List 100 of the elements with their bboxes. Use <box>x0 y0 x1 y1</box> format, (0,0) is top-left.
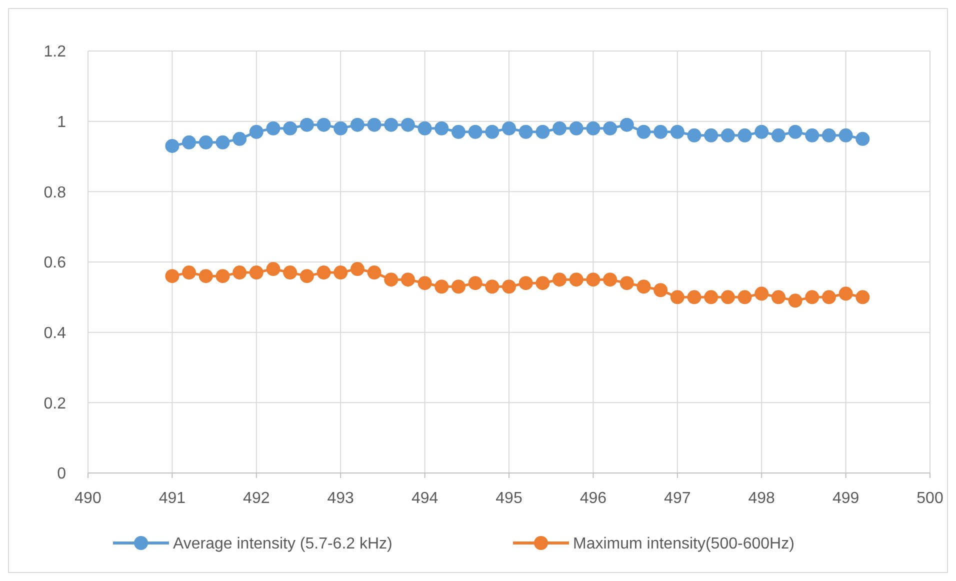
point <box>367 266 382 280</box>
point <box>232 132 247 146</box>
point <box>788 124 802 139</box>
point <box>720 290 735 304</box>
y-tick-label: 0.6 <box>44 254 66 272</box>
point <box>300 269 314 284</box>
point <box>620 118 634 132</box>
point <box>738 128 752 142</box>
point <box>569 121 584 136</box>
point <box>856 290 870 304</box>
point <box>822 290 836 304</box>
legend-label: Average intensity (5.7-6.2 kHz) <box>173 536 392 553</box>
y-tick-label: 1 <box>57 114 66 131</box>
x-tick-label: 492 <box>243 490 270 507</box>
point <box>468 124 482 139</box>
point <box>738 290 752 304</box>
point <box>266 121 280 136</box>
point <box>822 128 836 142</box>
point <box>620 276 634 290</box>
point <box>232 266 247 280</box>
x-tick-label: 498 <box>748 490 776 507</box>
point <box>687 290 702 304</box>
point <box>198 135 213 150</box>
point <box>300 118 314 132</box>
point <box>384 272 398 287</box>
point <box>720 128 735 142</box>
point <box>182 266 196 280</box>
y-tick-label: 1.2 <box>44 44 66 61</box>
x-tick-label: 497 <box>664 490 691 507</box>
point <box>216 269 230 284</box>
point <box>518 276 533 290</box>
point <box>434 280 449 294</box>
point <box>603 121 618 136</box>
point <box>418 276 432 290</box>
y-tick-label: 0.8 <box>44 184 66 202</box>
point <box>536 124 550 139</box>
point <box>603 272 618 287</box>
point <box>384 118 398 132</box>
point <box>283 121 298 136</box>
point <box>451 124 466 139</box>
point <box>283 266 298 280</box>
point <box>400 272 415 287</box>
point <box>670 290 684 304</box>
x-tick-label: 495 <box>496 490 522 507</box>
point <box>518 124 533 139</box>
point <box>754 286 769 301</box>
point <box>485 280 500 294</box>
x-tick-label: 494 <box>411 490 438 507</box>
x-tick-label: 500 <box>916 490 944 507</box>
legend-label: Maximum intensity(500-600Hz) <box>573 536 794 553</box>
point <box>165 269 180 284</box>
point <box>586 272 600 287</box>
point <box>165 138 180 153</box>
point <box>771 128 786 142</box>
point <box>654 124 668 139</box>
point <box>468 276 482 290</box>
point <box>586 121 600 136</box>
point <box>316 118 331 132</box>
point <box>856 132 870 146</box>
point <box>536 276 550 290</box>
point <box>636 280 651 294</box>
point <box>552 272 567 287</box>
point <box>266 262 280 276</box>
point <box>249 266 264 280</box>
y-tick-label: 0.4 <box>44 324 66 342</box>
point <box>216 135 230 150</box>
point <box>418 121 432 136</box>
point <box>182 135 196 150</box>
point <box>451 280 466 294</box>
point <box>485 124 500 139</box>
x-tick-label: 491 <box>158 490 186 507</box>
point <box>704 290 718 304</box>
x-tick-label: 490 <box>74 490 102 507</box>
point <box>350 262 364 276</box>
point <box>334 121 348 136</box>
point <box>552 121 567 136</box>
point <box>704 128 718 142</box>
point <box>502 280 516 294</box>
point <box>838 128 853 142</box>
y-tick-label: 0.2 <box>44 395 66 412</box>
point <box>838 286 853 301</box>
point <box>434 121 449 136</box>
point <box>316 266 331 280</box>
point <box>569 272 584 287</box>
point <box>771 290 786 304</box>
point <box>198 269 213 284</box>
point <box>249 124 264 139</box>
point <box>400 118 415 132</box>
point <box>805 290 820 304</box>
point <box>350 118 364 132</box>
point <box>670 124 684 139</box>
x-tick-label: 493 <box>327 490 354 507</box>
point <box>654 283 668 298</box>
point <box>687 128 702 142</box>
point <box>805 128 820 142</box>
point <box>754 124 769 139</box>
x-tick-label: 499 <box>832 490 860 507</box>
point <box>502 121 516 136</box>
y-tick-label: 0 <box>57 466 66 483</box>
point <box>636 124 651 139</box>
